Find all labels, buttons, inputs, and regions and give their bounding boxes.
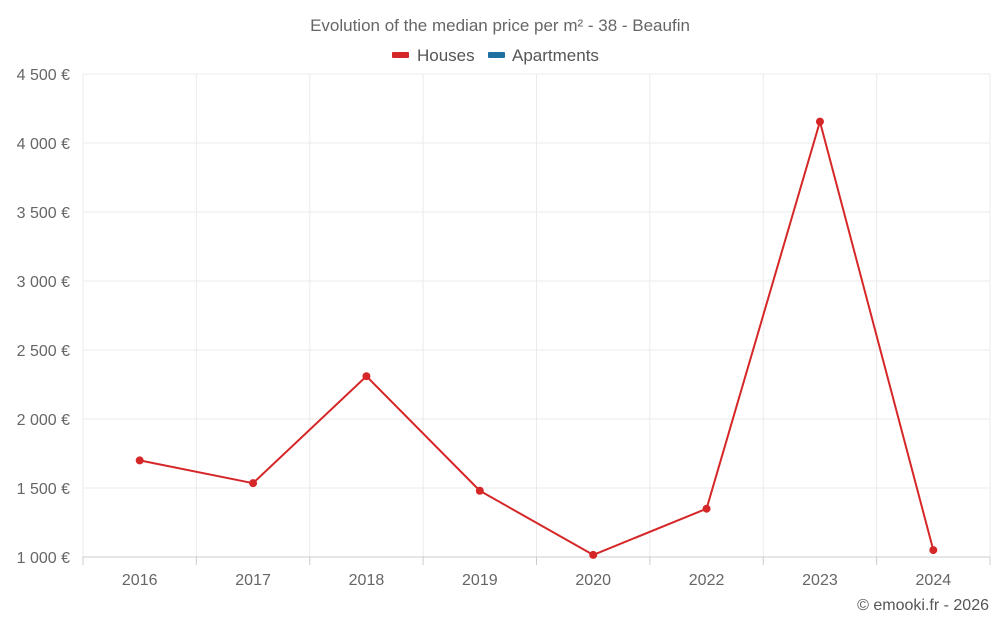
data-point-2020[interactable] [589, 550, 598, 559]
y-tick-label: 4 000 € [17, 136, 70, 153]
x-tick-label: 2019 [462, 572, 498, 589]
legend-swatch-apartments [488, 52, 505, 58]
y-tick-label: 1 000 € [17, 550, 70, 567]
x-tick-label: 2020 [575, 572, 611, 589]
x-tick-label: 2023 [802, 572, 838, 589]
series-group [135, 117, 938, 559]
x-axis: 2016 2017 2018 2019 2020 2022 2023 2024 [82, 556, 991, 589]
data-point-2018[interactable] [362, 372, 371, 381]
x-tick-label: 2024 [916, 572, 952, 589]
credit-text: © emooki.fr - 2026 [857, 597, 989, 614]
y-tick-label: 3 500 € [17, 205, 70, 222]
gridlines [82, 73, 991, 557]
series-line-houses [139, 120, 935, 556]
y-axis: 1 000 € 1 500 € 2 000 € 2 500 € 3 000 € 3 500… [17, 67, 70, 567]
x-tick-label: 2017 [235, 572, 271, 589]
x-tick-label: 2018 [349, 572, 385, 589]
legend-label-apartments[interactable]: Apartments [512, 46, 599, 65]
y-tick-label: 3 000 € [17, 274, 70, 291]
y-tick-label: 2 500 € [17, 343, 70, 360]
data-point-2019[interactable] [475, 486, 484, 495]
y-tick-label: 1 500 € [17, 481, 70, 498]
x-tick-label: 2022 [689, 572, 725, 589]
y-tick-label: 2 000 € [17, 412, 70, 429]
chart-title: Evolution of the median price per m² - 3… [310, 16, 690, 35]
legend-swatch-houses [392, 52, 409, 58]
y-tick-label: 4 500 € [17, 67, 70, 84]
data-point-2017[interactable] [249, 479, 258, 488]
data-point-2022[interactable] [702, 504, 711, 513]
data-point-2024[interactable] [929, 546, 938, 555]
legend-label-houses[interactable]: Houses [417, 46, 475, 65]
data-point-2016[interactable] [135, 456, 144, 465]
legend: Houses Apartments [392, 46, 599, 65]
x-tick-label: 2016 [122, 572, 158, 589]
data-point-2023[interactable] [815, 117, 824, 126]
